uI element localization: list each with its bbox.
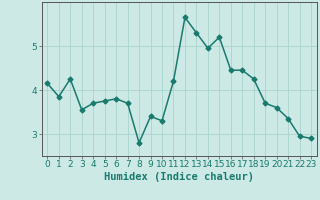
X-axis label: Humidex (Indice chaleur): Humidex (Indice chaleur) (104, 172, 254, 182)
